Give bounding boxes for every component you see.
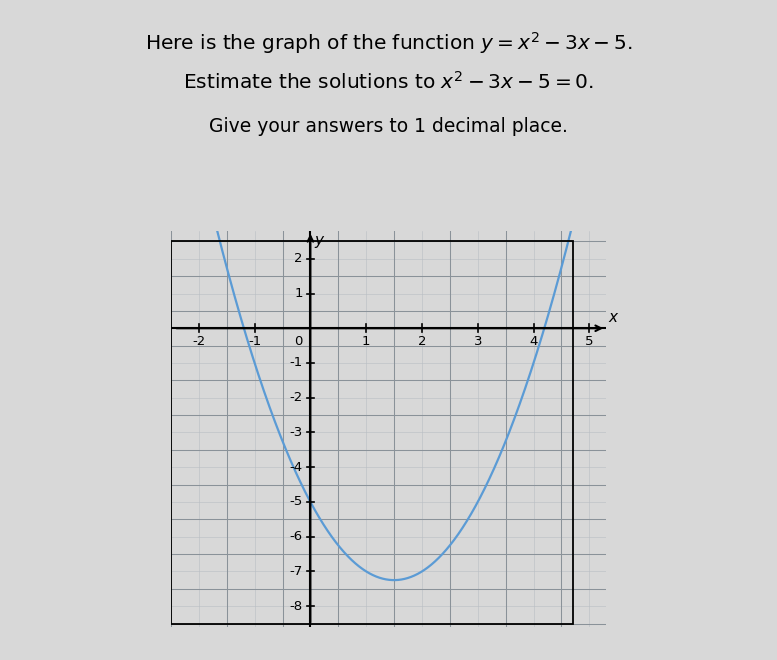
Text: 1: 1	[294, 287, 302, 300]
Text: 2: 2	[294, 252, 302, 265]
Text: -5: -5	[289, 496, 302, 508]
Text: Here is the graph of the function $y = x^2 - 3x - 5$.: Here is the graph of the function $y = x…	[145, 30, 632, 55]
Text: 1: 1	[362, 335, 371, 348]
Text: y: y	[315, 233, 324, 248]
Text: 2: 2	[418, 335, 427, 348]
Text: 3: 3	[473, 335, 482, 348]
Text: -1: -1	[289, 356, 302, 370]
Text: -7: -7	[289, 565, 302, 578]
Text: -6: -6	[290, 530, 302, 543]
Text: -3: -3	[289, 426, 302, 439]
Text: x: x	[609, 310, 618, 325]
Text: Give your answers to 1 decimal place.: Give your answers to 1 decimal place.	[209, 117, 568, 136]
Text: 5: 5	[585, 335, 594, 348]
Text: -2: -2	[192, 335, 205, 348]
Text: -8: -8	[290, 600, 302, 612]
Text: -4: -4	[290, 461, 302, 474]
Text: 0: 0	[294, 335, 302, 348]
Text: -1: -1	[248, 335, 261, 348]
Text: 4: 4	[529, 335, 538, 348]
Text: -2: -2	[289, 391, 302, 404]
Text: Estimate the solutions to $x^2 - 3x - 5 = 0$.: Estimate the solutions to $x^2 - 3x - 5 …	[183, 71, 594, 92]
